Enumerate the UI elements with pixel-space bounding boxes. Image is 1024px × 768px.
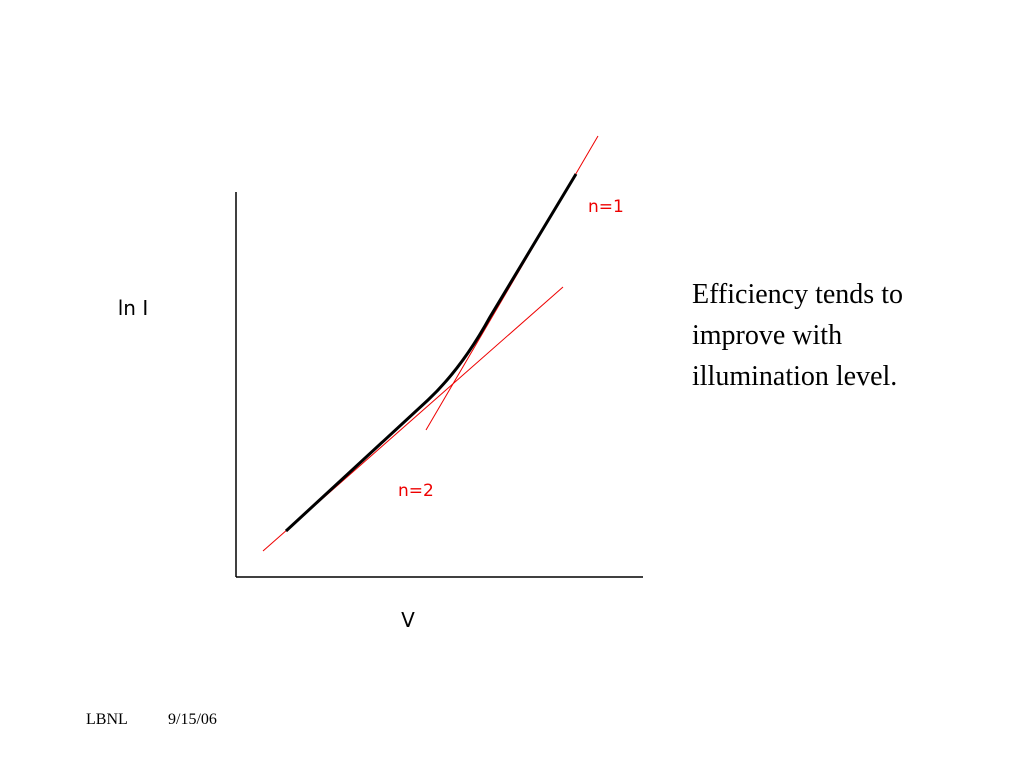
body-line: illumination level. <box>692 361 897 392</box>
body-line: Efficiency tends to <box>692 279 903 310</box>
footer-date: 9/15/06 <box>168 711 217 728</box>
body-text: Efficiency tends to improve with illumin… <box>692 279 903 392</box>
diagram: ln I V n=1 n=2 <box>118 135 643 632</box>
y-axis-label: ln I <box>118 296 149 320</box>
body-line: improve with <box>692 320 842 351</box>
footer: LBNL 9/15/06 <box>86 711 217 728</box>
n2-label: n=2 <box>398 481 434 501</box>
iv-curve <box>284 173 578 533</box>
n1-label: n=1 <box>588 197 624 217</box>
footer-org: LBNL <box>86 711 128 728</box>
x-axis-label: V <box>401 608 415 632</box>
